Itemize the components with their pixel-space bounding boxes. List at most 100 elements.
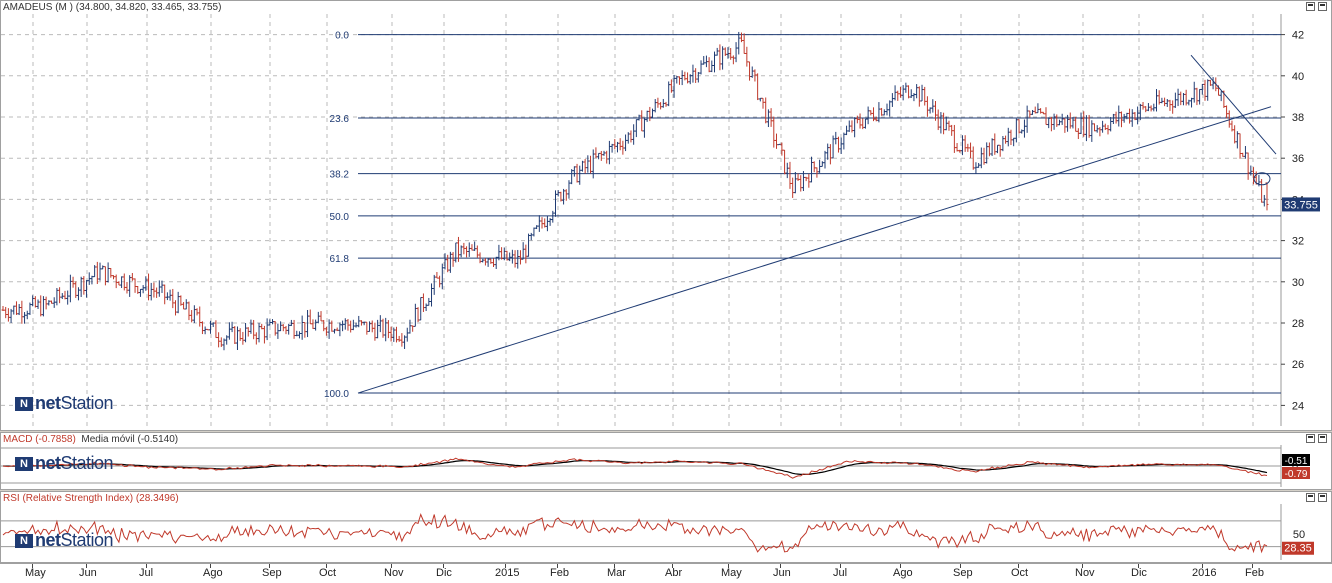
x-tick — [326, 564, 327, 568]
ohlc-bar — [890, 93, 894, 107]
ohlc-bar — [729, 48, 733, 60]
rsi-pane-maximize-button[interactable] — [1318, 493, 1327, 502]
x-tick-label: Dic — [436, 567, 452, 579]
ohlc-bar — [567, 180, 571, 199]
price-pane: AMADEUS (M ) (34.800, 34.820, 33.465, 33… — [0, 0, 1332, 431]
ohlc-bar — [60, 293, 64, 300]
logo-brand-net: net — [35, 453, 61, 473]
ohlc-bar — [68, 274, 72, 303]
ohlc-bar — [168, 289, 172, 301]
macd-chart[interactable]: 0-0.51-0.79 — [1, 433, 1331, 489]
ohlc-bar — [861, 118, 865, 130]
ohlc-bar — [138, 288, 142, 297]
x-tick — [32, 564, 33, 568]
ohlc-bar — [58, 287, 62, 304]
macd-signal-title: Media móvil (-0.5140) — [81, 434, 179, 445]
ohlc-bar — [346, 318, 350, 331]
ohlc-bar — [834, 131, 838, 145]
ohlc-bar — [128, 275, 132, 297]
ohlc-bar — [896, 90, 900, 101]
ohlc-bar — [335, 327, 339, 332]
ohlc-bar — [370, 320, 374, 333]
ohlc-bar — [618, 138, 622, 151]
x-tick-label: Jun — [773, 567, 791, 579]
ohlc-bar — [381, 318, 385, 338]
ohlc-bar — [1230, 120, 1234, 132]
ohlc-bar — [182, 302, 186, 310]
rsi-pane-minimize-button[interactable] — [1306, 493, 1315, 502]
macd-pane-minimize-button[interactable] — [1306, 434, 1315, 443]
ohlc-bar — [540, 217, 544, 229]
ohlc-bar — [564, 189, 568, 201]
rsi-chart[interactable]: 50 28.35 — [1, 492, 1331, 562]
ohlc-bar — [87, 272, 91, 285]
x-tick-label: Jun — [79, 567, 97, 579]
ohlc-bar — [721, 46, 725, 70]
ohlc-bar — [392, 327, 396, 342]
ohlc-bar — [28, 302, 32, 315]
ohlc-bar — [761, 97, 765, 109]
ohlc-bar — [828, 144, 832, 165]
ohlc-bar — [955, 143, 959, 152]
ohlc-bar — [400, 333, 404, 347]
ohlc-bar — [1103, 123, 1107, 130]
ohlc-bar — [225, 335, 229, 345]
price-pane-minimize-button[interactable] — [1306, 2, 1315, 11]
ohlc-bar — [1184, 89, 1188, 106]
ohlc-bar — [1233, 125, 1237, 144]
x-tick — [900, 564, 901, 568]
ohlc-bar — [642, 117, 646, 138]
ohlc-bar — [847, 120, 851, 132]
ohlc-bar — [192, 305, 196, 324]
price-pane-maximize-button[interactable] — [1318, 2, 1327, 11]
ohlc-bar — [475, 245, 479, 258]
ohlc-bar — [605, 150, 609, 164]
ohlc-bar — [1014, 118, 1018, 143]
x-tick-label: Nov — [1075, 567, 1095, 579]
trendline-support — [357, 106, 1272, 394]
price-chart[interactable]: 242628303234363840420.023.638.250.061.81… — [1, 1, 1331, 430]
ohlc-bar — [715, 47, 719, 56]
ohlc-bar — [928, 107, 932, 114]
ohlc-bar — [713, 51, 717, 73]
ohlc-bar — [982, 147, 986, 165]
ohlc-bar — [41, 296, 45, 317]
ohlc-bar — [589, 155, 593, 174]
ohlc-bar — [489, 258, 493, 264]
last-price-label: 33.755 — [1284, 199, 1318, 211]
ohlc-bar — [710, 60, 714, 73]
ohlc-bar — [95, 261, 99, 285]
ohlc-bar — [572, 166, 576, 177]
ohlc-bar — [888, 100, 892, 117]
ohlc-bar — [621, 140, 625, 155]
ohlc-bar — [257, 322, 261, 343]
ohlc-bar — [1235, 131, 1239, 149]
ohlc-bar — [756, 73, 760, 101]
ohlc-bar — [1265, 182, 1269, 211]
ohlc-bar — [4, 306, 8, 319]
ohlc-bar — [265, 318, 269, 341]
ohlc-bar — [632, 124, 636, 145]
ohlc-bar — [117, 281, 121, 286]
ohlc-bar — [271, 319, 275, 325]
price-y-tick-label: 32 — [1292, 236, 1304, 248]
ohlc-bar — [481, 258, 485, 263]
highlight-ellipse — [1253, 172, 1271, 186]
rsi-pane-title: RSI (Relative Strength Index) (28.3496) — [3, 493, 179, 504]
macd-pane-maximize-button[interactable] — [1318, 434, 1327, 443]
x-tick — [840, 564, 841, 568]
ohlc-bar — [944, 116, 948, 131]
ohlc-bar — [90, 275, 94, 285]
ohlc-bar — [993, 133, 997, 155]
ohlc-bar — [602, 150, 606, 156]
ohlc-bar — [529, 232, 533, 241]
ohlc-bar — [580, 160, 584, 172]
ohlc-bar — [804, 176, 808, 182]
logo-brand-station: Station — [60, 530, 114, 550]
fib-label: 0.0 — [335, 31, 349, 42]
ohlc-bar — [1055, 114, 1059, 127]
price-y-tick-label: 24 — [1292, 400, 1304, 412]
ohlc-bar — [769, 108, 773, 127]
ohlc-bar — [704, 55, 708, 68]
ohlc-bar — [300, 315, 304, 340]
